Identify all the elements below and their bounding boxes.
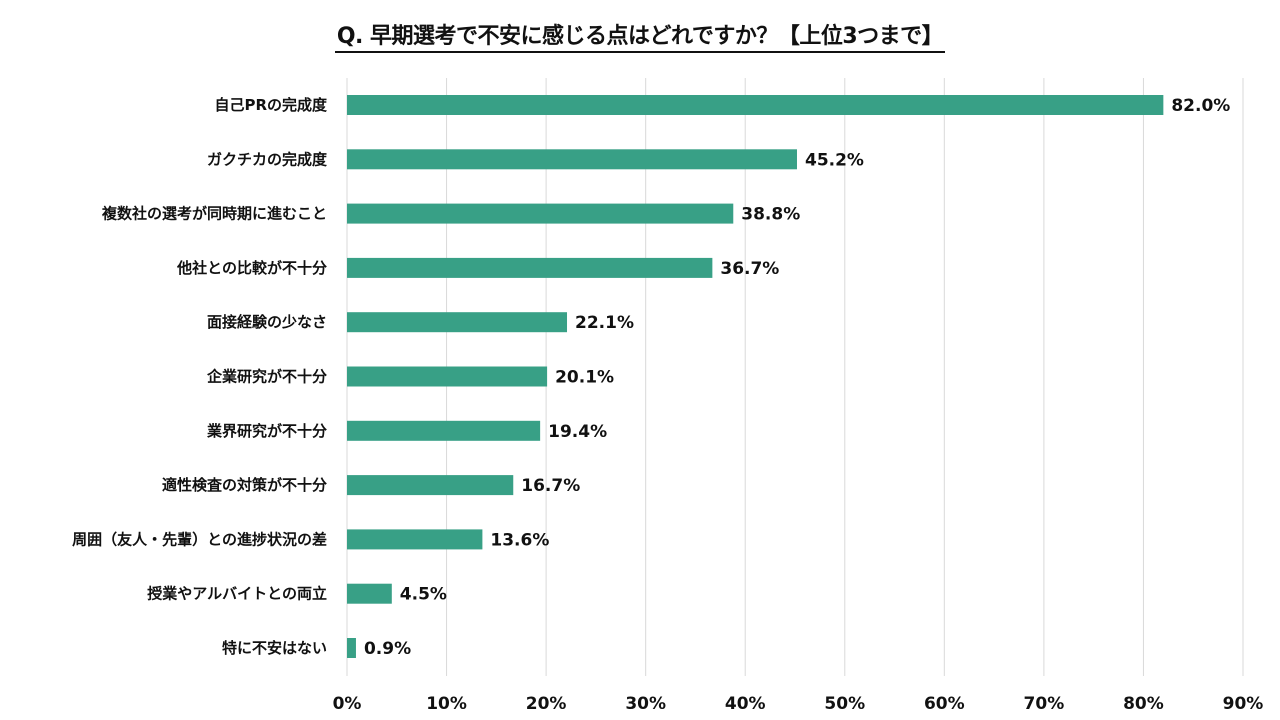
x-tick-label: 10% xyxy=(426,694,467,714)
bar xyxy=(347,149,797,170)
bars xyxy=(347,95,1164,658)
category-label: 企業研究が不十分 xyxy=(206,368,327,386)
x-tick-label: 50% xyxy=(824,694,865,714)
x-tick-label: 20% xyxy=(526,694,567,714)
x-tick-label: 70% xyxy=(1024,694,1065,714)
x-tick-label: 30% xyxy=(625,694,666,714)
x-tick-label: 90% xyxy=(1223,694,1264,714)
value-label: 4.5% xyxy=(400,585,447,605)
category-labels: 自己PRの完成度ガクチカの完成度複数社の選考が同時期に進むこと他社との比較が不十… xyxy=(72,96,328,657)
bar xyxy=(347,583,392,604)
bar xyxy=(347,638,356,658)
value-label: 19.4% xyxy=(548,422,607,442)
value-label: 38.8% xyxy=(741,205,800,225)
value-label: 0.9% xyxy=(364,639,411,659)
value-label: 45.2% xyxy=(805,150,864,170)
category-label: 業界研究が不十分 xyxy=(206,422,327,440)
category-label: 授業やアルバイトとの両立 xyxy=(147,585,327,603)
bar xyxy=(347,475,514,496)
value-label: 13.6% xyxy=(490,530,549,550)
category-label: 面接経験の少なさ xyxy=(207,313,327,331)
value-label: 22.1% xyxy=(575,313,634,333)
value-label: 16.7% xyxy=(521,476,580,496)
bar xyxy=(347,257,713,278)
bar xyxy=(347,420,541,441)
category-label: 他社との比較が不十分 xyxy=(176,259,327,277)
category-label: 適性検査の対策が不十分 xyxy=(162,476,327,494)
value-label: 82.0% xyxy=(1171,96,1230,116)
x-tick-label: 40% xyxy=(725,694,766,714)
chart-title-text: Q. 早期選考で不安に感じる点はどれですか？【上位3つまで】 xyxy=(334,24,946,53)
category-label: 周囲（友人・先輩）との進捗状況の差 xyxy=(72,530,327,548)
bar xyxy=(347,366,548,387)
x-tick-label: 0% xyxy=(333,694,362,714)
value-labels: 82.0% 45.2% 38.8% 36.7% 22.1% 20.1% 19.4% 16.7%… xyxy=(364,96,1230,659)
x-tick-label: 80% xyxy=(1123,694,1164,714)
bar xyxy=(347,95,1164,115)
category-label: 複数社の選考が同時期に進むこと xyxy=(101,205,327,223)
bar xyxy=(347,312,568,333)
x-tick-label: 60% xyxy=(924,694,965,714)
value-label: 20.1% xyxy=(555,368,614,388)
value-label: 36.7% xyxy=(720,259,779,279)
x-axis-ticks: 0% 10% 20% 30% 40% 50% 60% 70% 80% 90% xyxy=(333,694,1264,714)
chart-title: Q. 早期選考で不安に感じる点はどれですか？【上位3つまで】 xyxy=(0,18,1280,53)
category-label: ガクチカの完成度 xyxy=(207,150,328,168)
bar xyxy=(347,203,734,224)
bar xyxy=(347,529,483,550)
category-label: 特に不安はない xyxy=(222,639,327,657)
category-label: 自己PRの完成度 xyxy=(214,96,328,114)
